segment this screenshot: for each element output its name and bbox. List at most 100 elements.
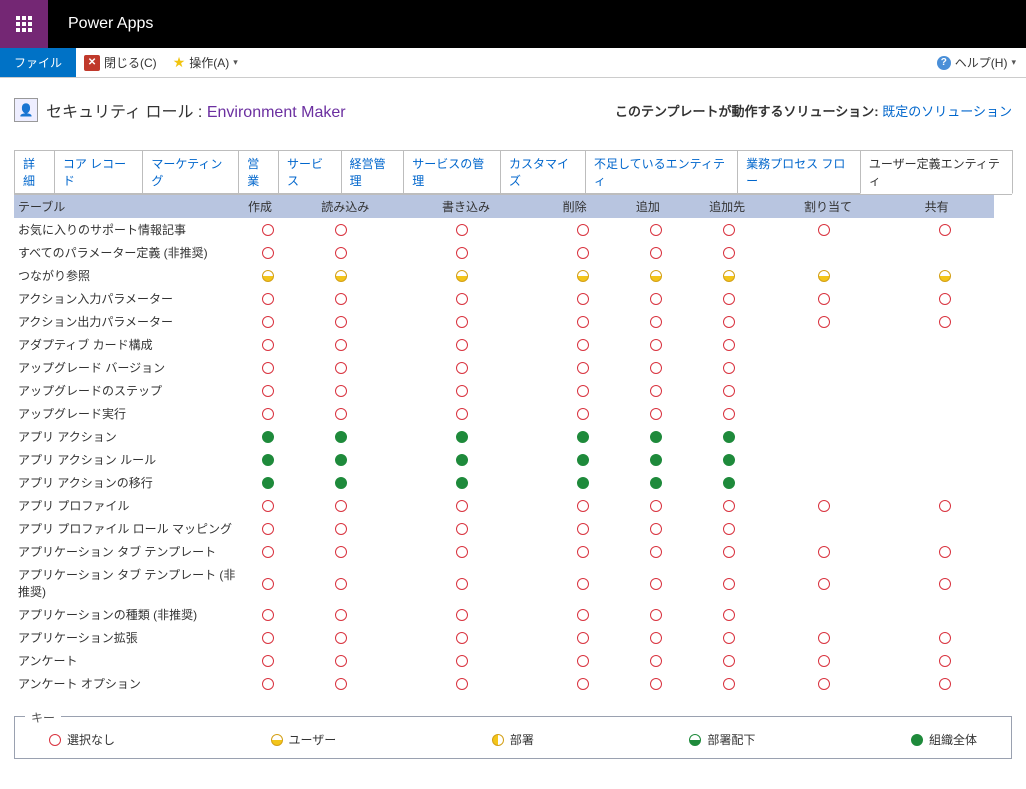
privilege-cell[interactable] xyxy=(317,241,438,264)
privilege-cell[interactable] xyxy=(244,471,317,494)
privilege-cell[interactable] xyxy=(317,649,438,672)
privilege-cell[interactable] xyxy=(632,218,705,241)
privilege-cell[interactable] xyxy=(317,540,438,563)
privilege-cell[interactable] xyxy=(705,402,800,425)
privilege-cell[interactable] xyxy=(559,402,632,425)
entity-name-cell[interactable]: アップグレード実行 xyxy=(14,402,244,425)
privilege-cell[interactable] xyxy=(244,264,317,287)
privilege-cell[interactable] xyxy=(632,540,705,563)
privilege-cell[interactable] xyxy=(559,218,632,241)
privilege-cell[interactable] xyxy=(632,264,705,287)
privilege-cell[interactable] xyxy=(705,310,800,333)
tab-5[interactable]: 経営管理 xyxy=(341,150,405,194)
entity-name-cell[interactable]: アダプティブ カード構成 xyxy=(14,333,244,356)
privilege-cell[interactable] xyxy=(244,218,317,241)
privilege-cell[interactable] xyxy=(317,672,438,694)
privilege-cell[interactable] xyxy=(559,626,632,649)
entity-name-cell[interactable]: アプリケーション タブ テンプレート (非推奨) xyxy=(14,563,244,603)
privilege-cell[interactable] xyxy=(632,379,705,402)
entity-name-cell[interactable]: すべてのパラメーター定義 (非推奨) xyxy=(14,241,244,264)
privilege-cell[interactable] xyxy=(705,563,800,603)
privilege-cell[interactable] xyxy=(559,356,632,379)
privilege-cell[interactable] xyxy=(921,563,994,603)
privilege-cell[interactable] xyxy=(317,402,438,425)
privilege-cell[interactable] xyxy=(800,540,921,563)
privilege-cell[interactable] xyxy=(632,603,705,626)
privilege-cell[interactable] xyxy=(317,563,438,603)
privilege-cell[interactable] xyxy=(632,241,705,264)
tab-0[interactable]: 詳細 xyxy=(14,150,55,194)
privilege-cell[interactable] xyxy=(705,494,800,517)
privilege-cell[interactable] xyxy=(244,310,317,333)
solution-link[interactable]: 既定のソリューション xyxy=(882,104,1012,119)
privilege-cell[interactable] xyxy=(559,241,632,264)
entity-name-cell[interactable]: アプリケーション タブ テンプレート xyxy=(14,540,244,563)
entity-name-cell[interactable]: アプリ プロファイル xyxy=(14,494,244,517)
privilege-cell[interactable] xyxy=(438,471,559,494)
privilege-cell[interactable] xyxy=(317,310,438,333)
privilege-cell[interactable] xyxy=(438,310,559,333)
privilege-cell[interactable] xyxy=(438,333,559,356)
privilege-cell[interactable] xyxy=(244,333,317,356)
privilege-cell[interactable] xyxy=(244,402,317,425)
privilege-cell[interactable] xyxy=(559,603,632,626)
privilege-cell[interactable] xyxy=(244,379,317,402)
privilege-cell[interactable] xyxy=(632,517,705,540)
privilege-cell[interactable] xyxy=(244,356,317,379)
privilege-cell[interactable] xyxy=(244,626,317,649)
privilege-cell[interactable] xyxy=(921,218,994,241)
privilege-cell[interactable] xyxy=(244,517,317,540)
privilege-cell[interactable] xyxy=(800,264,921,287)
privilege-cell[interactable] xyxy=(317,287,438,310)
privilege-cell[interactable] xyxy=(632,333,705,356)
entity-name-cell[interactable]: アプリ アクション xyxy=(14,425,244,448)
column-header[interactable]: 書き込み xyxy=(438,195,559,218)
privilege-cell[interactable] xyxy=(317,494,438,517)
privilege-cell[interactable] xyxy=(559,540,632,563)
entity-name-cell[interactable]: アプリケーション拡張 xyxy=(14,626,244,649)
privilege-cell[interactable] xyxy=(800,563,921,603)
privilege-cell[interactable] xyxy=(438,264,559,287)
privilege-cell[interactable] xyxy=(438,402,559,425)
privilege-cell[interactable] xyxy=(559,649,632,672)
privilege-cell[interactable] xyxy=(705,379,800,402)
entity-name-cell[interactable]: アップグレードのステップ xyxy=(14,379,244,402)
privilege-cell[interactable] xyxy=(559,494,632,517)
entity-name-cell[interactable]: アプリ プロファイル ロール マッピング xyxy=(14,517,244,540)
privilege-cell[interactable] xyxy=(244,425,317,448)
privilege-cell[interactable] xyxy=(559,517,632,540)
privilege-cell[interactable] xyxy=(705,540,800,563)
column-header[interactable]: テーブル xyxy=(14,195,244,218)
tab-10[interactable]: ユーザー定義エンティティ xyxy=(860,150,1013,194)
privilege-cell[interactable] xyxy=(921,540,994,563)
privilege-cell[interactable] xyxy=(559,448,632,471)
privilege-cell[interactable] xyxy=(559,425,632,448)
privilege-cell[interactable] xyxy=(438,626,559,649)
privilege-cell[interactable] xyxy=(800,649,921,672)
entity-name-cell[interactable]: つながり参照 xyxy=(14,264,244,287)
privilege-cell[interactable] xyxy=(800,672,921,694)
privilege-cell[interactable] xyxy=(438,494,559,517)
action-button[interactable]: ★ 操作(A) ▾ xyxy=(165,48,246,77)
privilege-cell[interactable] xyxy=(244,540,317,563)
privilege-cell[interactable] xyxy=(632,448,705,471)
privilege-cell[interactable] xyxy=(244,241,317,264)
entity-name-cell[interactable]: アプリケーションの種類 (非推奨) xyxy=(14,603,244,626)
privilege-cell[interactable] xyxy=(921,310,994,333)
entity-name-cell[interactable]: アクション入力パラメーター xyxy=(14,287,244,310)
column-header[interactable]: 作成 xyxy=(244,195,317,218)
column-header[interactable]: 割り当て xyxy=(800,195,921,218)
privilege-cell[interactable] xyxy=(317,333,438,356)
tab-2[interactable]: マーケティング xyxy=(142,150,239,194)
privilege-cell[interactable] xyxy=(705,603,800,626)
privilege-cell[interactable] xyxy=(632,649,705,672)
privilege-cell[interactable] xyxy=(438,379,559,402)
privilege-cell[interactable] xyxy=(438,649,559,672)
privilege-cell[interactable] xyxy=(632,626,705,649)
privilege-cell[interactable] xyxy=(632,402,705,425)
privilege-cell[interactable] xyxy=(244,603,317,626)
privilege-cell[interactable] xyxy=(705,218,800,241)
privilege-cell[interactable] xyxy=(800,626,921,649)
file-tab[interactable]: ファイル xyxy=(0,48,76,77)
privilege-cell[interactable] xyxy=(705,425,800,448)
